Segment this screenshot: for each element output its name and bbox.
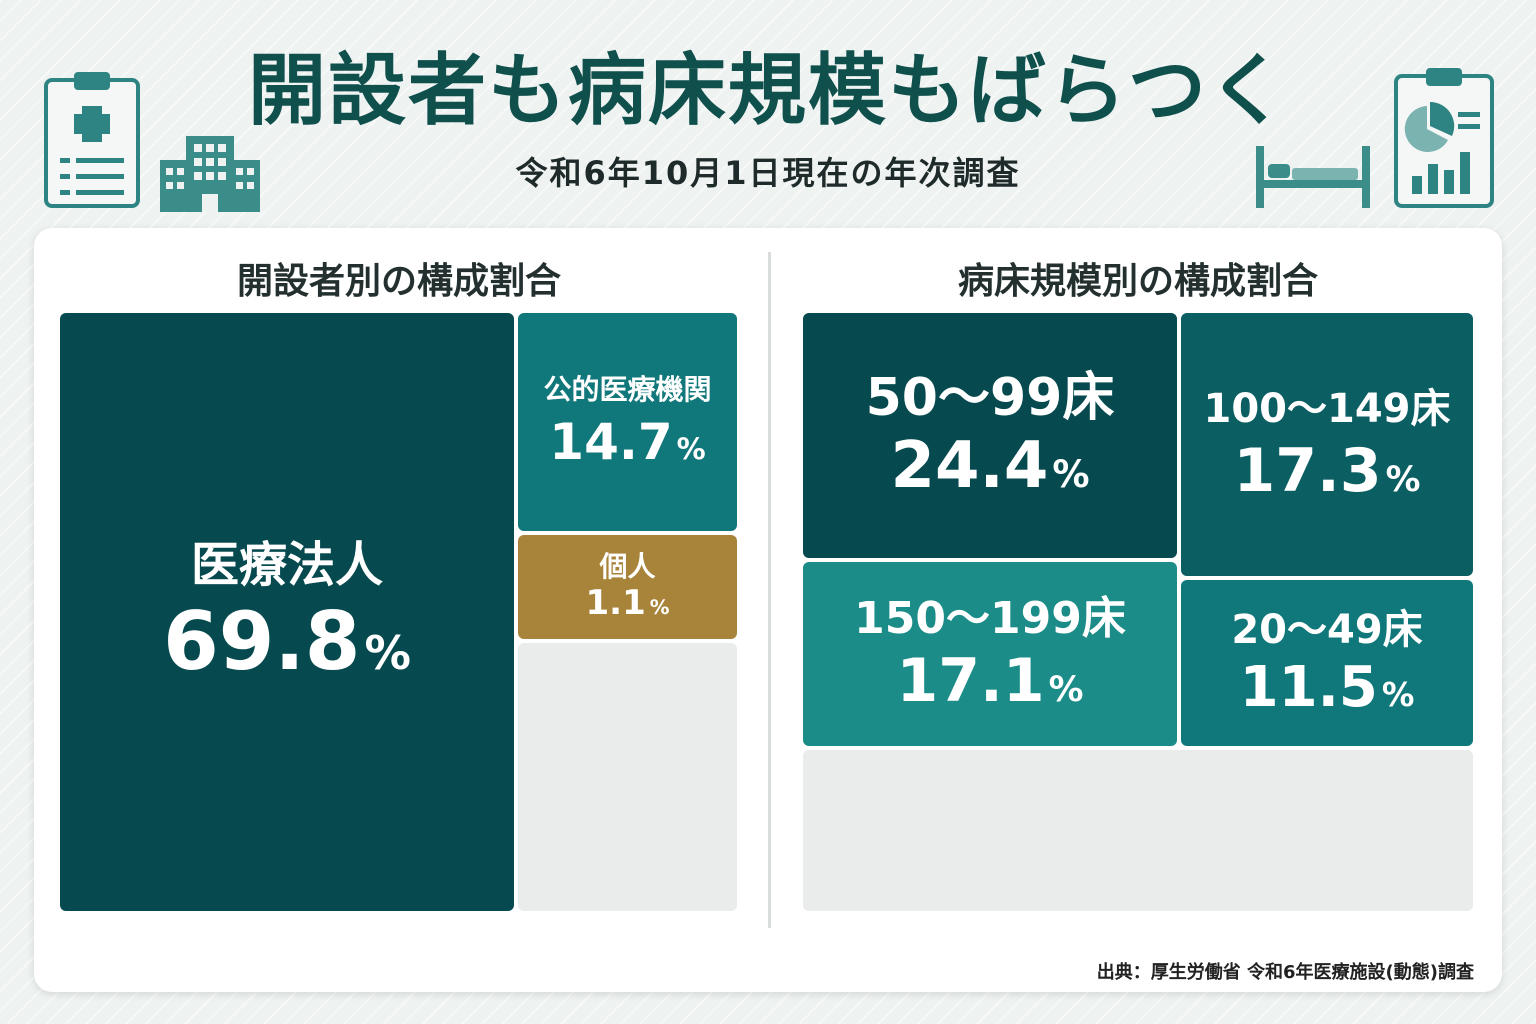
source-note: 出典：厚生労働省 令和6年医療施設(動態)調査 [1096, 962, 1474, 983]
bed-icon [1256, 146, 1370, 208]
chart-title-bed-size: 病床規模別の構成割合 [957, 261, 1318, 302]
cell-value: 1.1% [585, 583, 670, 624]
cell-value: 17.1% [896, 646, 1084, 717]
cell-label: 個人 [599, 550, 656, 584]
cell-value: 24.4% [890, 429, 1090, 504]
clipboard-chart-icon [1394, 68, 1494, 208]
cell-value: 69.8% [163, 594, 411, 688]
cell-label: 150～199床 [854, 592, 1126, 644]
treemap-cell-100-149: 100～149床 17.3% [1181, 313, 1473, 576]
panel-divider [768, 252, 771, 928]
cell-label: 医療法人 [190, 537, 383, 594]
treemap-cell-150-199: 150～199床 17.1% [803, 562, 1177, 746]
cell-value: 14.7% [549, 412, 706, 471]
chart-title-owner: 開設者別の構成割合 [236, 261, 561, 302]
cell-label: 20～49床 [1231, 607, 1423, 654]
treemap-cell-20-49: 20～49床 11.5% [1181, 580, 1473, 746]
treemap-cell-public: 公的医療機関 14.7% [518, 313, 737, 531]
clipboard-medical-icon [44, 72, 140, 208]
page-subtitle: 令和6年10月1日現在の年次調査 [515, 154, 1021, 192]
treemap-remainder [803, 750, 1473, 911]
cell-value: 11.5% [1239, 655, 1415, 721]
cell-value: 17.3% [1233, 435, 1421, 506]
page-title: 開設者も病床規模もばらつく [247, 46, 1288, 136]
cell-label: 公的医療機関 [543, 373, 712, 407]
treemap-cell-individual: 個人 1.1% [518, 535, 737, 639]
hospital-building-icon [160, 136, 260, 212]
cell-label: 100～149床 [1203, 385, 1451, 432]
treemap-remainder [518, 643, 737, 911]
treemap-cell-50-99: 50～99床 24.4% [803, 313, 1177, 558]
treemap-cell-medical-corp: 医療法人 69.8% [60, 313, 514, 911]
cell-label: 50～99床 [865, 368, 1115, 429]
